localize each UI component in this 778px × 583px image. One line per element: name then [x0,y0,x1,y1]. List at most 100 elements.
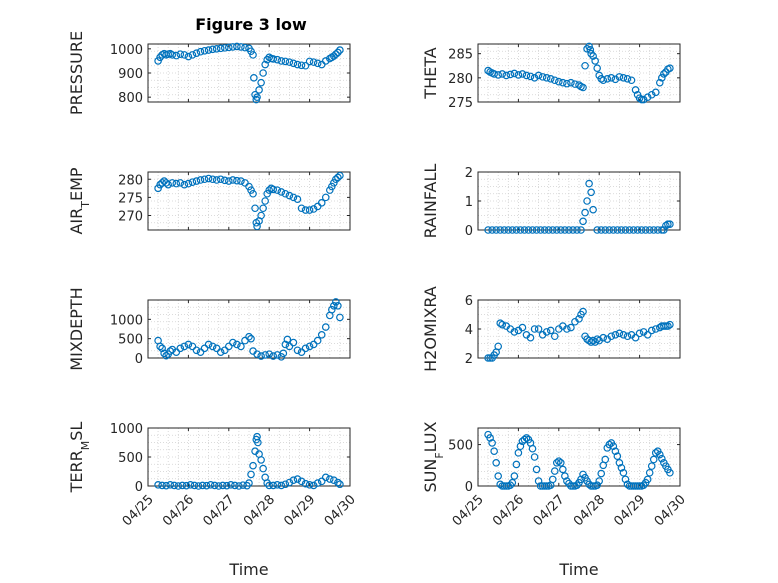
data-point [328,182,336,191]
data-point [666,468,674,477]
data-point [273,55,282,64]
data-point [184,340,193,349]
y-tick-label: 4 [465,323,473,338]
data-point [563,325,571,333]
data-point [573,226,581,234]
data-point [301,206,310,214]
y-tick-label: 270 [118,210,143,225]
data-point [639,95,648,104]
data-point [546,326,555,335]
data-point [178,481,187,490]
data-point [257,78,265,87]
data-point [645,226,654,234]
data-point [317,477,326,486]
data-point [554,457,563,465]
data-point [156,342,164,351]
data-point [172,51,181,60]
y-tick-label: 6 [465,294,473,309]
data-point [633,226,642,234]
data-point [490,70,498,78]
data-point [565,226,573,234]
data-point [581,61,589,70]
data-point [611,447,620,456]
y-tick-label: 280 [118,173,143,188]
data-point [486,434,494,442]
y-tick-label: 275 [118,191,143,206]
data-point [332,298,340,306]
data-point [496,226,505,234]
series-markers [484,42,674,104]
series-markers [484,430,674,490]
data-point [321,193,330,202]
data-point [544,226,553,234]
data-point [599,333,608,342]
data-point [235,482,243,490]
data-point [605,226,614,234]
data-point [289,193,298,202]
data-point [587,49,595,58]
y-tick-label: 900 [118,67,143,82]
data-point [586,45,595,54]
data-point [250,74,258,82]
data-point [510,69,519,78]
data-point [609,226,618,234]
data-point [208,342,217,351]
y-tick-label: 285 [448,48,473,63]
series-markers [154,298,344,361]
data-point [631,333,640,342]
data-point [643,330,652,339]
data-point [261,351,269,359]
data-point [334,478,342,487]
data-point [293,60,302,69]
data-point [506,70,515,79]
data-point [212,176,221,184]
data-point [220,176,229,185]
data-point [214,482,223,490]
data-point [273,481,282,489]
data-point [528,226,537,234]
data-point [212,344,221,353]
data-point [196,348,205,357]
data-point [253,93,261,101]
data-point [301,61,310,70]
data-point [516,442,525,451]
data-point [182,481,191,490]
data-point [166,481,175,489]
data-point [559,78,567,87]
data-point [510,328,519,336]
data-point [613,226,622,234]
data-point [619,468,628,477]
data-point [593,481,601,489]
data-point [220,346,229,355]
data-point [651,325,660,333]
data-point [550,332,559,341]
data-point [277,188,286,196]
data-point [651,449,660,457]
data-point [484,226,492,234]
data-point [520,435,529,444]
data-point [249,51,257,59]
data-point [488,226,496,234]
data-point [289,338,298,347]
data-point [204,340,213,349]
data-point [281,340,290,349]
data-point [251,90,259,99]
data-point [550,76,559,85]
data-point [184,52,193,61]
data-point [607,332,616,341]
data-point [561,472,569,480]
x-axis-label: Time [558,560,598,579]
data-point [174,482,183,490]
data-point [567,78,575,87]
y-tick-label: 2 [465,166,473,181]
data-point [522,71,531,80]
data-point [601,455,610,464]
data-point [500,226,509,234]
data-point [297,477,306,486]
data-point [200,175,209,184]
data-point [154,184,162,193]
data-point [587,338,595,346]
data-point [623,332,632,341]
data-point [334,48,342,57]
data-point [617,226,626,234]
